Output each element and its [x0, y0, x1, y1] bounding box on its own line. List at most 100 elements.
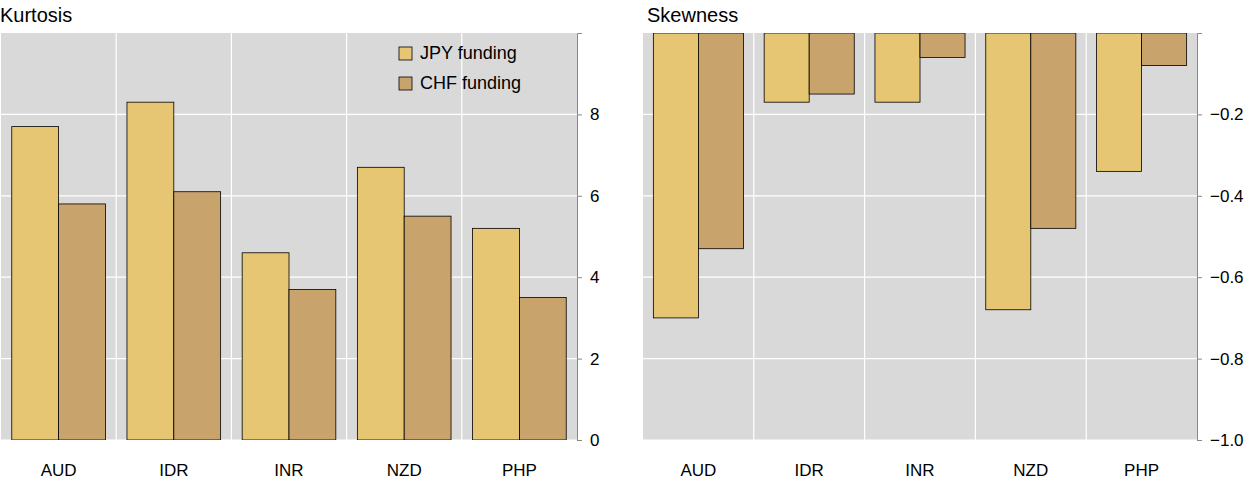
- tick-label: IDR: [795, 461, 824, 480]
- tick: −0.2: [1197, 105, 1244, 124]
- axis-line: [578, 34, 583, 441]
- tick: 0: [577, 431, 599, 450]
- tick-label: IDR: [159, 461, 188, 480]
- tick-label: −0.2: [1210, 105, 1244, 124]
- bar: [1142, 33, 1187, 66]
- bar: [875, 33, 920, 102]
- bar: [404, 216, 451, 440]
- plot-background: [643, 33, 1197, 440]
- bar: [12, 127, 59, 440]
- tick-label: 6: [590, 187, 599, 206]
- category-divider: [231, 33, 232, 440]
- tick: AUD: [680, 440, 716, 480]
- y-axis: −1.0 −0.8 −0.6 −0.4 −0.2: [1197, 34, 1244, 450]
- tick-mark: [1197, 440, 1202, 441]
- tick: INR: [905, 440, 934, 480]
- legend-swatch: [399, 77, 412, 90]
- tick: −1.0: [1197, 431, 1244, 450]
- tick-label: −0.8: [1210, 350, 1244, 369]
- tick-label: NZD: [387, 461, 422, 480]
- bar: [653, 33, 698, 318]
- tick-label: INR: [905, 461, 934, 480]
- bar: [357, 167, 404, 440]
- bar: [1031, 33, 1076, 228]
- y-axis: 0 2 4 6 8: [577, 34, 599, 450]
- bar: [986, 33, 1031, 310]
- tick-mark: [1197, 196, 1202, 197]
- tick: AUD: [41, 440, 77, 480]
- bar: [809, 33, 854, 94]
- grid: [643, 33, 1197, 440]
- category-divider: [864, 33, 865, 440]
- bar: [1097, 33, 1142, 171]
- tick-label: NZD: [1013, 461, 1048, 480]
- tick-label: AUD: [680, 461, 716, 480]
- bar: [59, 204, 106, 440]
- grid-line: [643, 439, 1197, 440]
- grid-line: [1, 114, 577, 115]
- tick: −0.6: [1197, 268, 1244, 287]
- tick: −0.8: [1197, 350, 1244, 369]
- tick-label: −0.4: [1210, 187, 1244, 206]
- axis-line: [2, 440, 578, 441]
- axis-line: [644, 440, 1198, 441]
- grid-line: [1, 195, 577, 196]
- tick-label: 2: [590, 350, 599, 369]
- tick: NZD: [1013, 440, 1048, 480]
- x-axis: AUD IDR INR NZD PHP: [2, 440, 578, 480]
- bar: [242, 253, 289, 440]
- bar: [764, 33, 809, 102]
- panel: −1.0 −0.8 −0.6 −0.4 −0.2 AUD IDR INR NZD PHP Skewn…: [643, 4, 1244, 480]
- tick: INR: [274, 440, 303, 480]
- tick-label: PHP: [1124, 461, 1159, 480]
- tick-mark: [1197, 359, 1202, 360]
- tick-label: −1.0: [1210, 431, 1244, 450]
- legend-label: JPY funding: [420, 43, 517, 63]
- tick: 8: [577, 105, 599, 124]
- tick-mark: [577, 196, 582, 197]
- tick: NZD: [387, 440, 422, 480]
- grid-line: [643, 358, 1197, 359]
- bars: [653, 33, 1186, 318]
- category-divider: [461, 33, 462, 440]
- category-divider: [1086, 33, 1087, 440]
- bar: [473, 228, 520, 440]
- tick-label: −0.6: [1210, 268, 1244, 287]
- bar: [519, 298, 566, 440]
- panel: 02468AUDIDRINRNZDPHPKurtosisJPY fundingC…: [0, 4, 599, 480]
- tick-label: AUD: [41, 461, 77, 480]
- bar: [920, 33, 965, 57]
- figure: 02468AUDIDRINRNZDPHPKurtosisJPY fundingC…: [0, 0, 1257, 484]
- legend-label: CHF funding: [420, 73, 521, 93]
- tick: −0.4: [1197, 187, 1244, 206]
- axis-line: [1198, 34, 1203, 441]
- tick-mark: [577, 277, 582, 278]
- bar: [289, 289, 336, 440]
- x-axis: AUD IDR INR NZD PHP: [644, 440, 1198, 480]
- chart-title: Skewness: [647, 4, 738, 26]
- bar: [127, 102, 174, 440]
- tick-label: PHP: [502, 461, 537, 480]
- tick: 2: [577, 350, 599, 369]
- tick-label: 0: [590, 431, 599, 450]
- bar: [698, 33, 743, 249]
- plot-background: [1, 33, 577, 440]
- bars: [12, 102, 566, 440]
- category-divider: [346, 33, 347, 440]
- category-divider: [753, 33, 754, 440]
- category-divider: [116, 33, 117, 440]
- tick-mark: [1197, 277, 1202, 278]
- tick-mark: [1197, 114, 1202, 115]
- tick-label: 8: [590, 105, 599, 124]
- tick: PHP: [502, 440, 537, 480]
- legend: JPY funding CHF funding: [399, 43, 521, 93]
- category-divider: [975, 33, 976, 440]
- grid-line: [643, 277, 1197, 278]
- tick-mark: [577, 114, 582, 115]
- legend-swatch: [399, 47, 412, 60]
- tick-label: INR: [274, 461, 303, 480]
- tick: IDR: [795, 440, 824, 480]
- grid: [1, 33, 577, 440]
- tick-mark: [577, 440, 582, 441]
- tick: 4: [577, 268, 599, 287]
